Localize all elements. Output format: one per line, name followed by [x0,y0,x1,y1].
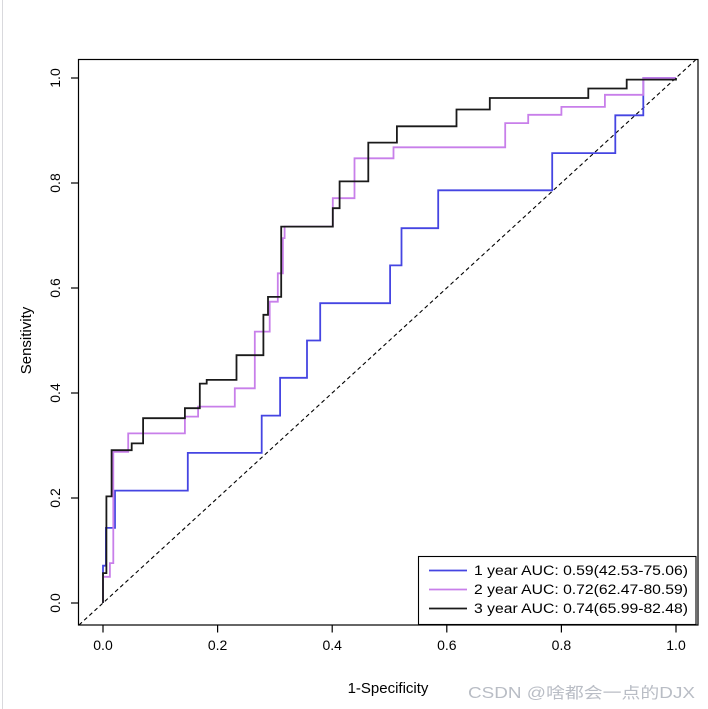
legend-label-2-year: 2 year AUC: 0.72(62.47-80.59) [474,582,688,597]
x-axis-ticks: 0.0 0.2 0.4 0.6 0.8 1.0 [93,625,686,653]
watermark-text: CSDN @啥都会一点的DJX [468,684,696,702]
x-tick-label: 0.4 [322,637,342,653]
legend: 1 year AUC: 0.59(42.53-75.06) 2 year AUC… [417,555,697,626]
x-tick-label: 1.0 [666,637,686,653]
y-tick-label: 0.0 [47,593,63,613]
y-tick-label: 1.0 [47,68,63,88]
x-tick-label: 0.2 [208,637,228,653]
legend-box [417,555,697,626]
y-axis-title: Sensitivity [18,306,35,374]
x-tick-label: 0.0 [93,637,113,653]
roc-curves [102,77,677,603]
y-axis-ticks: 0.0 0.2 0.4 0.6 0.8 1.0 [47,68,79,613]
roc-curve-1-year [102,77,676,603]
roc-curve-3-year [102,78,677,603]
y-tick-label: 0.8 [47,173,63,193]
y-tick-label: 0.4 [47,383,63,403]
roc-curve-2-year [102,77,676,603]
x-axis-title: 1-Specificity [348,680,429,697]
plot-box [77,58,699,626]
legend-label-1-year: 1 year AUC: 0.59(42.53-75.06) [474,563,688,578]
x-tick-label: 0.8 [552,637,572,653]
x-tick-label: 0.6 [437,637,457,653]
legend-label-3-year: 3 year AUC: 0.74(65.99-82.48) [474,601,688,616]
diagonal-reference-line [78,59,696,626]
y-tick-label: 0.6 [47,278,63,298]
y-tick-label: 0.2 [47,488,63,508]
